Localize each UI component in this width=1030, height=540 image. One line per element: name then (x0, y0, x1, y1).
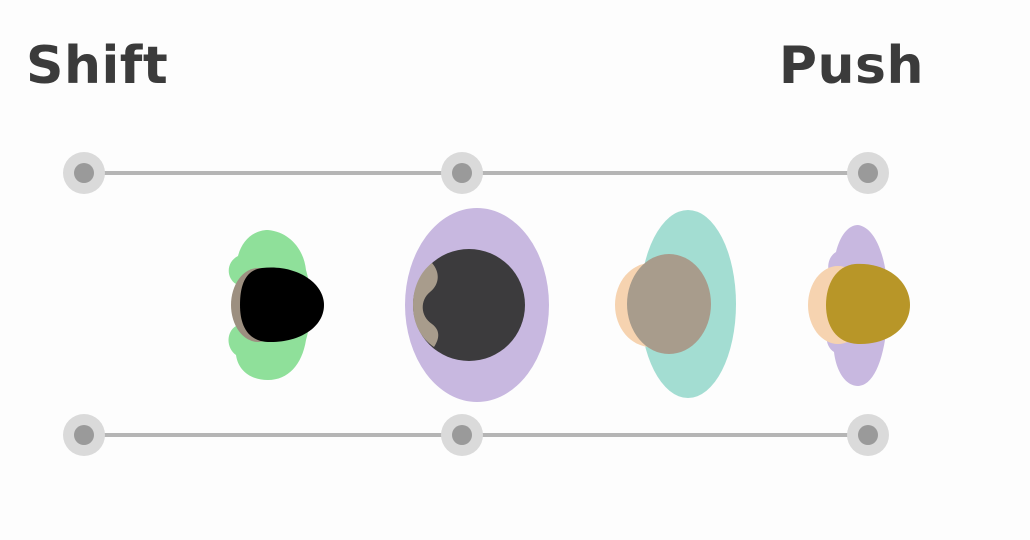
shape-group-2 (405, 208, 549, 402)
bottom-handle-left[interactable] (63, 414, 105, 456)
shift-label: Shift (26, 36, 169, 96)
top-handle-right[interactable] (847, 152, 889, 194)
shape-group-4 (808, 225, 910, 386)
bottom-handle-right[interactable] (847, 414, 889, 456)
shape-group-1 (228, 230, 324, 380)
dark-gray-disc (413, 249, 525, 361)
beige-crescent (413, 263, 439, 347)
beige-gray-circle (627, 254, 711, 354)
shape-group-3 (615, 210, 736, 398)
push-label: Push (778, 36, 924, 96)
bottom-slider (63, 414, 889, 456)
bottom-handle-middle[interactable] (441, 414, 483, 456)
black-egg (240, 267, 324, 343)
top-handle-left[interactable] (63, 152, 105, 194)
top-handle-middle[interactable] (441, 152, 483, 194)
top-slider (63, 152, 889, 194)
gold-egg (826, 263, 910, 345)
